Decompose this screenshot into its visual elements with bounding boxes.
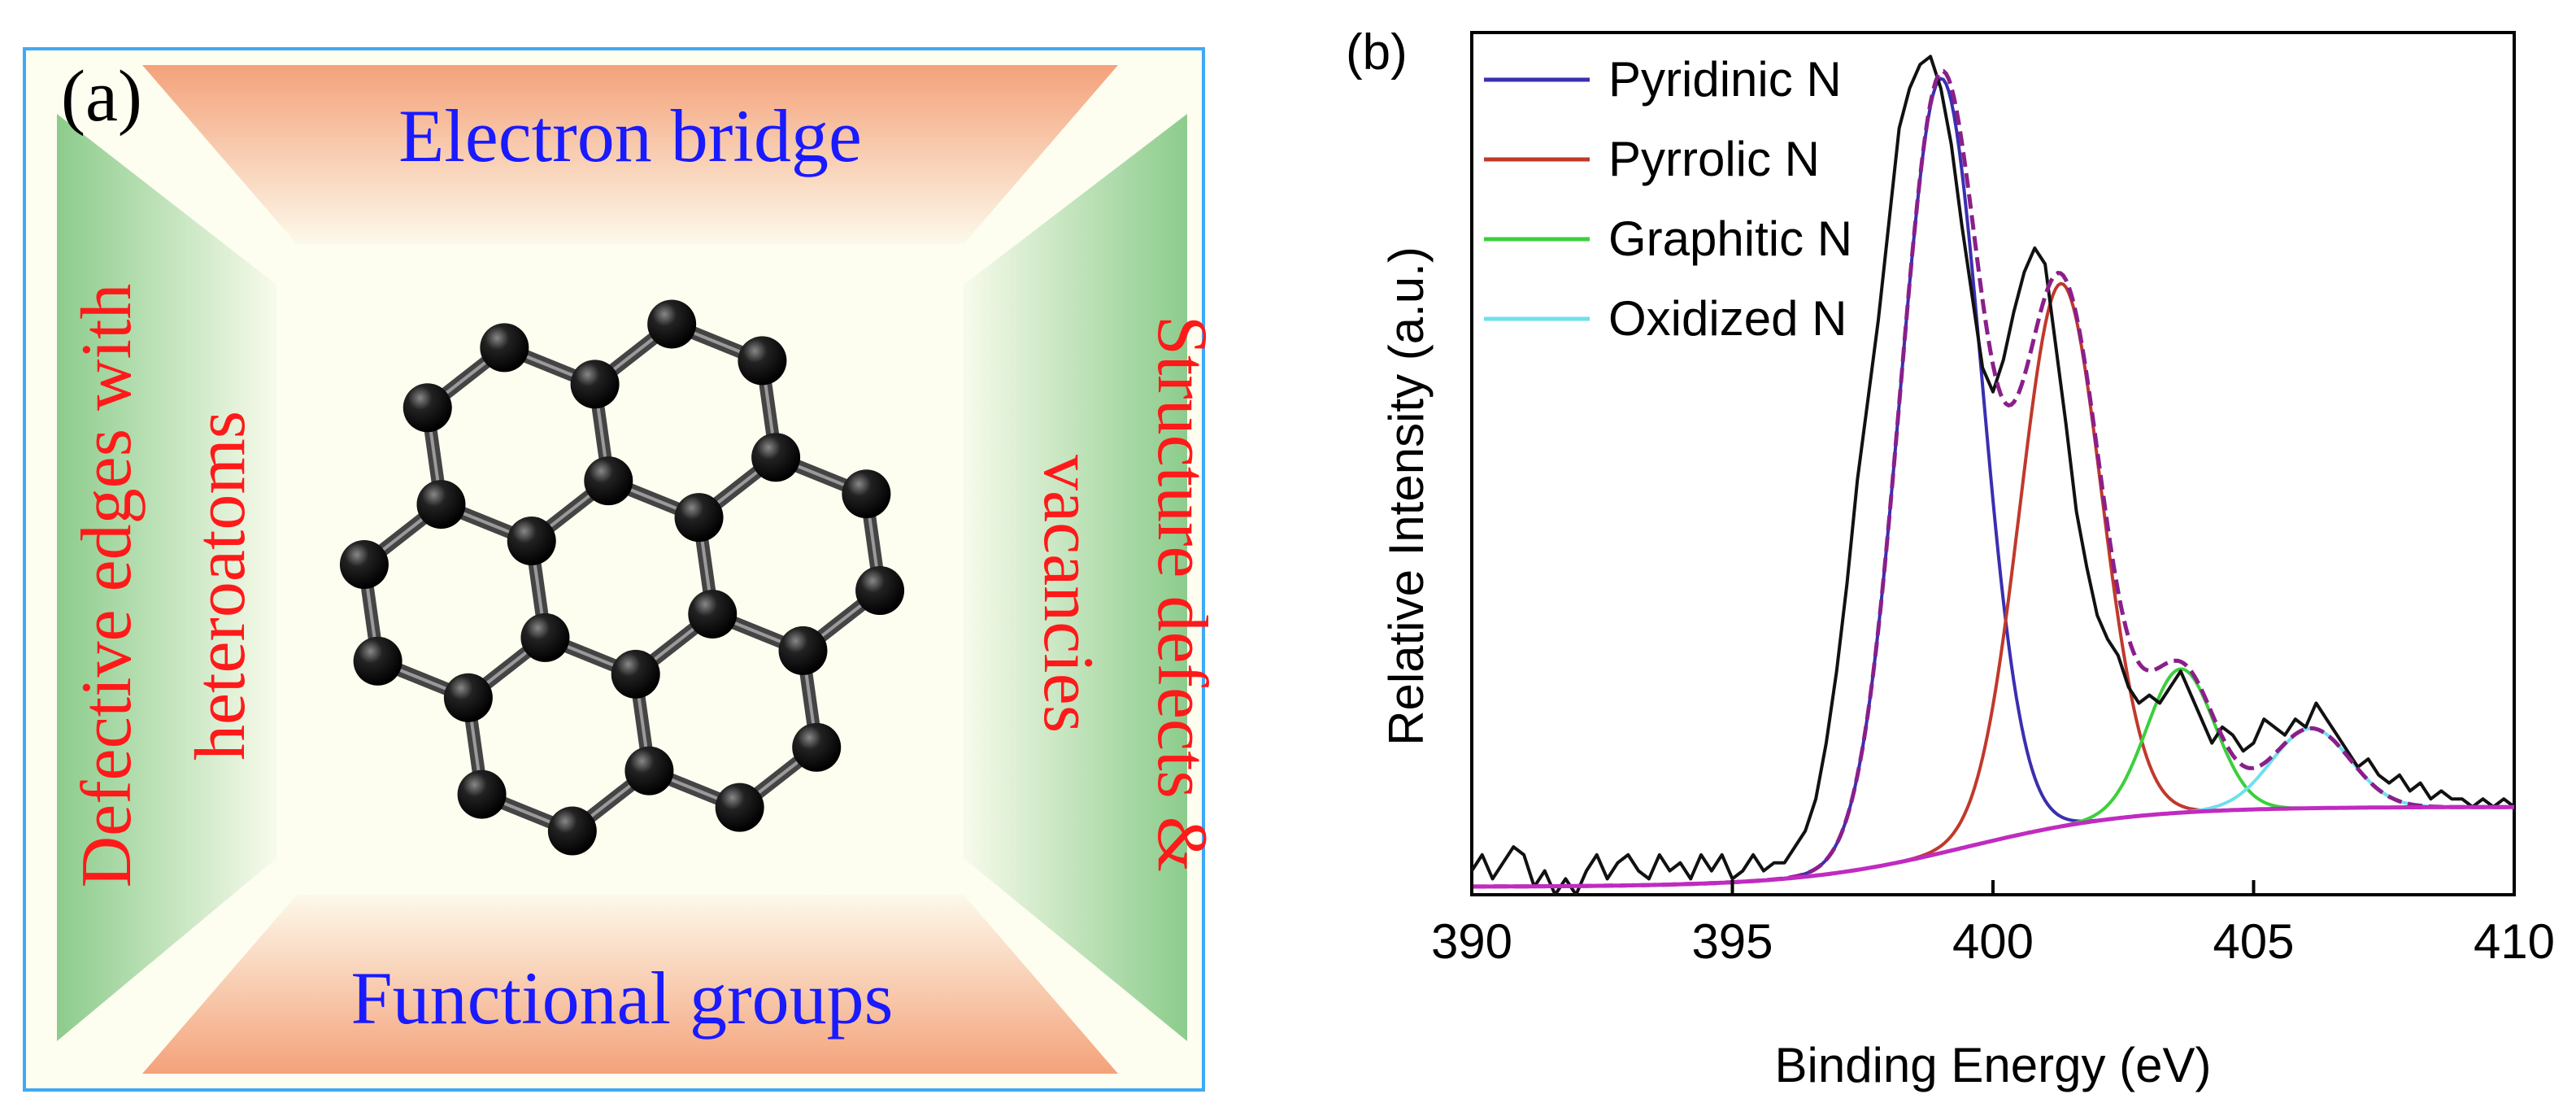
top-trapezoid bbox=[142, 65, 1118, 244]
legend-label: Pyrrolic N bbox=[1608, 132, 1820, 186]
x-tick-label: 400 bbox=[1952, 914, 2034, 969]
xps-chart-svg: (b) 390 395 400 405 410 Pyridinic N Pyrrolic … bbox=[1346, 24, 2555, 1092]
carbon-atom bbox=[778, 626, 828, 675]
panel-b-xps-chart: (b) 390 395 400 405 410 Pyridinic N Pyrrolic … bbox=[1268, 0, 2576, 1112]
carbon-atom bbox=[547, 806, 597, 856]
left-label-group: Defective edges with heteroatoms bbox=[67, 284, 260, 888]
carbon-atom bbox=[738, 336, 787, 386]
carbon-atom bbox=[457, 769, 507, 819]
left-trapezoid bbox=[57, 114, 276, 1041]
carbon-atom bbox=[611, 649, 660, 699]
legend: Pyridinic N Pyrrolic N Graphitic N Oxidized… bbox=[1484, 52, 1852, 346]
left-label-line1: Defective edges with bbox=[67, 284, 146, 888]
x-tick-label: 390 bbox=[1431, 914, 1512, 969]
legend-label: Graphitic N bbox=[1608, 211, 1852, 266]
carbon-atom bbox=[402, 383, 452, 433]
carbon-atom bbox=[855, 566, 905, 616]
x-tick-label: 395 bbox=[1691, 914, 1773, 969]
bottom-label-functional-groups: Functional groups bbox=[351, 957, 894, 1040]
carbon-atom bbox=[674, 493, 724, 543]
carbon-atom bbox=[339, 539, 389, 589]
background-baseline-line bbox=[1472, 804, 2514, 889]
carbon-atom bbox=[570, 360, 620, 409]
right-label-line1: Structure defects & bbox=[1142, 316, 1221, 872]
x-axis-label: Binding Energy (eV) bbox=[1775, 1038, 2212, 1092]
panel-a-schematic: (a) Electron bridge Functional groups De… bbox=[0, 0, 1236, 1112]
carbon-atom bbox=[751, 433, 801, 482]
panel-a-svg: (a) Electron bridge Functional groups De… bbox=[23, 47, 1221, 1092]
carbon-atom bbox=[520, 612, 570, 662]
carbon-atom bbox=[443, 673, 493, 722]
carbon-atom bbox=[792, 722, 842, 772]
x-tick-label: 405 bbox=[2213, 914, 2294, 969]
carbon-atom bbox=[507, 517, 556, 566]
y-axis-label: Relative Intensity (a.u.) bbox=[1379, 246, 1434, 746]
carbon-atom bbox=[353, 636, 402, 686]
legend-label: Oxidized N bbox=[1608, 291, 1847, 346]
right-trapezoid bbox=[964, 114, 1187, 1041]
panel-b-label: (b) bbox=[1346, 24, 1408, 81]
carbon-atom bbox=[842, 469, 891, 519]
raw-spectrum-line bbox=[1470, 54, 2516, 896]
bottom-trapezoid bbox=[142, 895, 1118, 1074]
left-label-line2: heteroatoms bbox=[181, 411, 260, 761]
carbon-atom bbox=[416, 480, 466, 530]
right-label-group: Structure defects & vacancies bbox=[1029, 316, 1221, 872]
series-layer bbox=[1470, 54, 2516, 896]
carbon-atom bbox=[480, 323, 529, 373]
x-tick-label: 410 bbox=[2474, 914, 2555, 969]
x-axis-ticks: 390 395 400 405 410 bbox=[1431, 880, 2555, 969]
carbon-atom bbox=[688, 589, 738, 639]
carbon-atom bbox=[584, 456, 633, 506]
carbon-atom bbox=[715, 783, 764, 832]
graphene-molecule bbox=[339, 299, 905, 856]
carbon-atom bbox=[624, 746, 674, 796]
right-label-line2: vacancies bbox=[1029, 455, 1107, 733]
top-label-electron-bridge: Electron bridge bbox=[398, 94, 862, 177]
carbon-atom bbox=[647, 299, 697, 349]
legend-label: Pyridinic N bbox=[1608, 52, 1842, 107]
panel-a-label: (a) bbox=[61, 56, 142, 137]
